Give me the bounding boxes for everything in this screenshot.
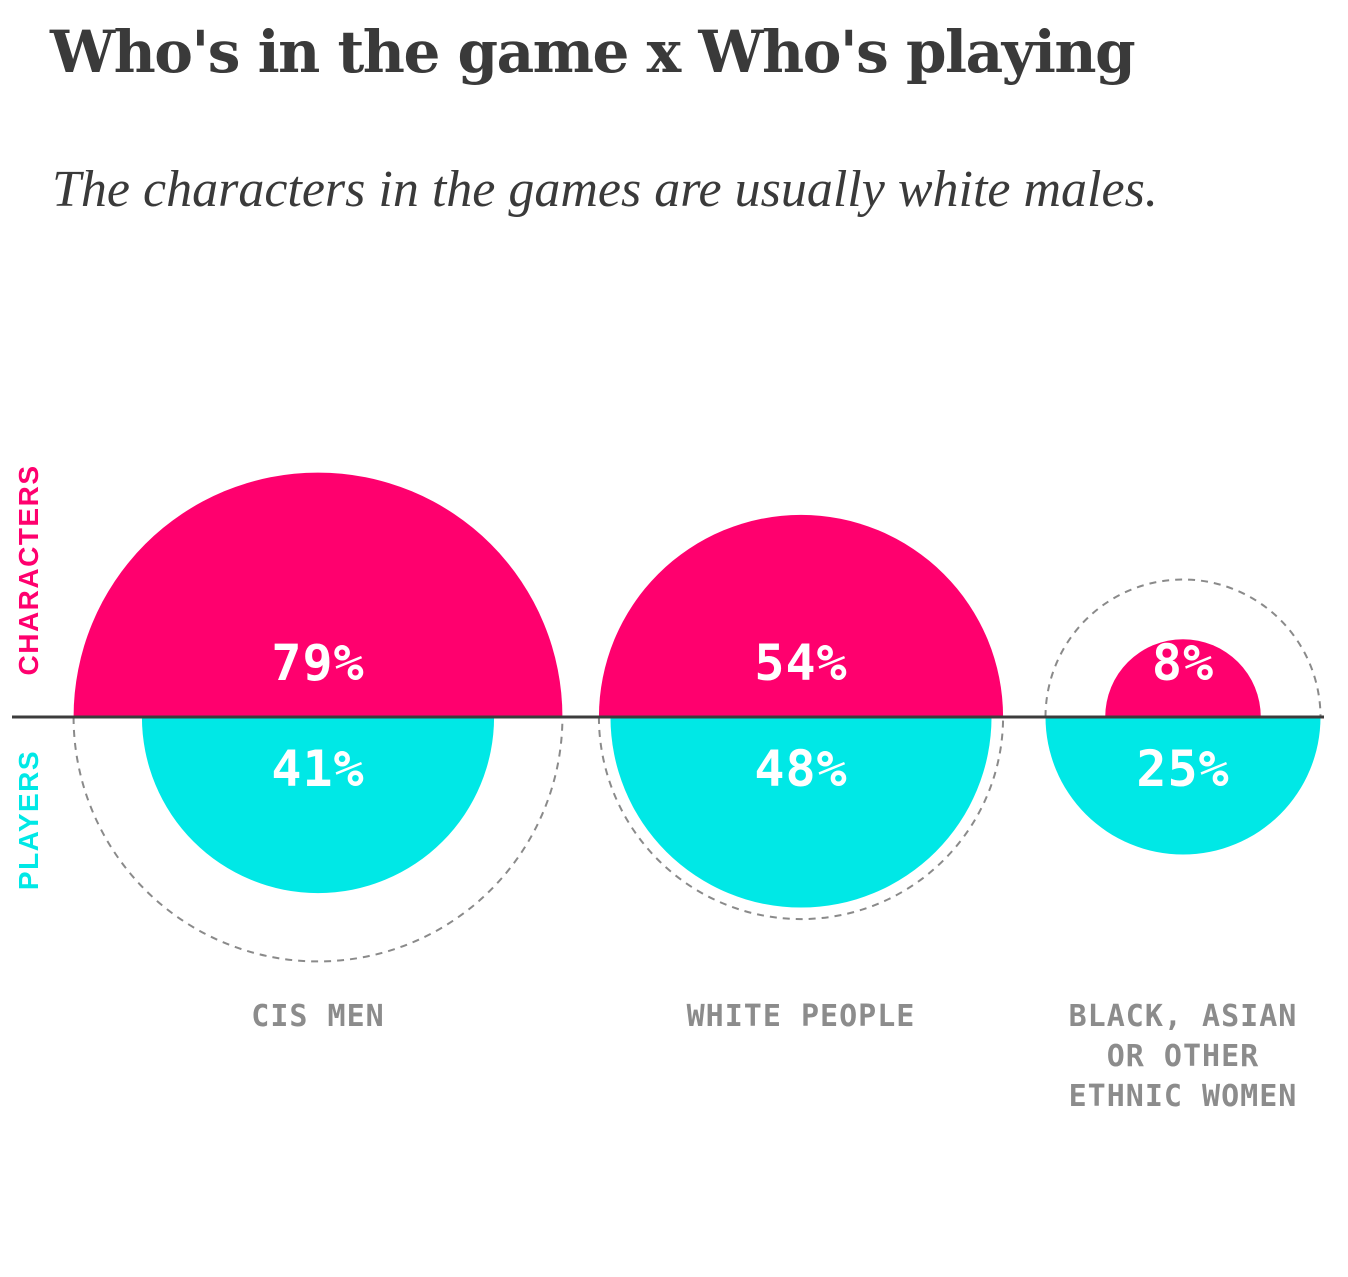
category-label: BLACK, ASIAN: [1069, 999, 1298, 1034]
players-reference-outline: [1044, 578, 1322, 718]
side-label-players: PLAYERS: [13, 750, 44, 890]
characters-semicircle: [1105, 639, 1261, 717]
side-label-characters: CHARACTERS: [13, 465, 44, 676]
players-value-label: 41%: [271, 740, 364, 798]
characters-value-label: 8%: [1152, 634, 1214, 692]
characters-semicircle: [73, 472, 563, 717]
category-label: OR OTHER: [1107, 1039, 1260, 1074]
characters-value-label: 54%: [754, 634, 847, 692]
category-label: ETHNIC WOMEN: [1069, 1079, 1298, 1114]
characters-semicircle: [598, 514, 1004, 717]
chart-subtitle: The characters in the games are usually …: [52, 161, 1158, 218]
players-semicircle: [1045, 717, 1321, 855]
players-value-label: 48%: [754, 740, 847, 798]
chart-title: Who's in the game x Who's playing: [50, 18, 1136, 86]
category-label: CIS MEN: [251, 999, 384, 1034]
players-value-label: 25%: [1136, 740, 1229, 798]
players-semicircle: [610, 717, 992, 908]
category-label: WHITE PEOPLE: [687, 999, 916, 1034]
players-semicircle: [141, 717, 495, 894]
characters-reference-outline: [597, 716, 1005, 920]
characters-value-label: 79%: [271, 634, 364, 692]
characters-reference-outline: [72, 716, 564, 963]
